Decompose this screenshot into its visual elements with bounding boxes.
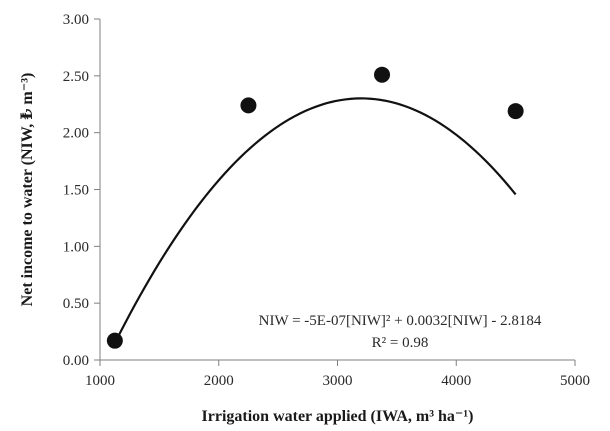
data-point bbox=[507, 103, 524, 120]
data-point bbox=[106, 332, 123, 349]
trendline-curve bbox=[113, 97, 517, 344]
x-tick-label: 4000 bbox=[441, 373, 471, 389]
y-tick-label: 1.00 bbox=[63, 239, 89, 255]
x-tick-label: 1000 bbox=[85, 373, 115, 389]
y-axis-ticks: 0.00 0.50 1.00 1.50 2.00 2.50 3.00 bbox=[63, 12, 100, 369]
y-tick-label: 1.50 bbox=[63, 183, 89, 199]
x-axis-ticks: 1000 2000 3000 4000 5000 bbox=[85, 360, 590, 389]
x-tick-label: 2000 bbox=[204, 373, 234, 389]
data-point bbox=[374, 66, 391, 83]
y-tick-label: 0.00 bbox=[63, 353, 89, 369]
y-tick-label: 2.00 bbox=[63, 126, 89, 142]
y-tick-label: 3.00 bbox=[63, 12, 89, 28]
plot-area: 0.00 0.50 1.00 1.50 2.00 2.50 3.00 1000 2000 300… bbox=[63, 12, 590, 389]
x-tick-label: 3000 bbox=[323, 373, 353, 389]
r-squared-label: R² = 0.98 bbox=[372, 335, 429, 351]
x-tick-label: 5000 bbox=[560, 373, 590, 389]
y-axis-title: Net income to water (NIW, ₺ m⁻³) bbox=[19, 73, 36, 307]
data-point bbox=[240, 97, 257, 114]
x-axis-title: Irrigation water applied (IWA, m³ ha⁻¹) bbox=[202, 408, 474, 425]
data-points bbox=[106, 66, 524, 349]
y-tick-label: 0.50 bbox=[63, 296, 89, 312]
trendline-equation: NIW = -5E-07[NIW]² + 0.0032[NIW] - 2.818… bbox=[259, 313, 542, 329]
y-tick-label: 2.50 bbox=[63, 69, 89, 85]
